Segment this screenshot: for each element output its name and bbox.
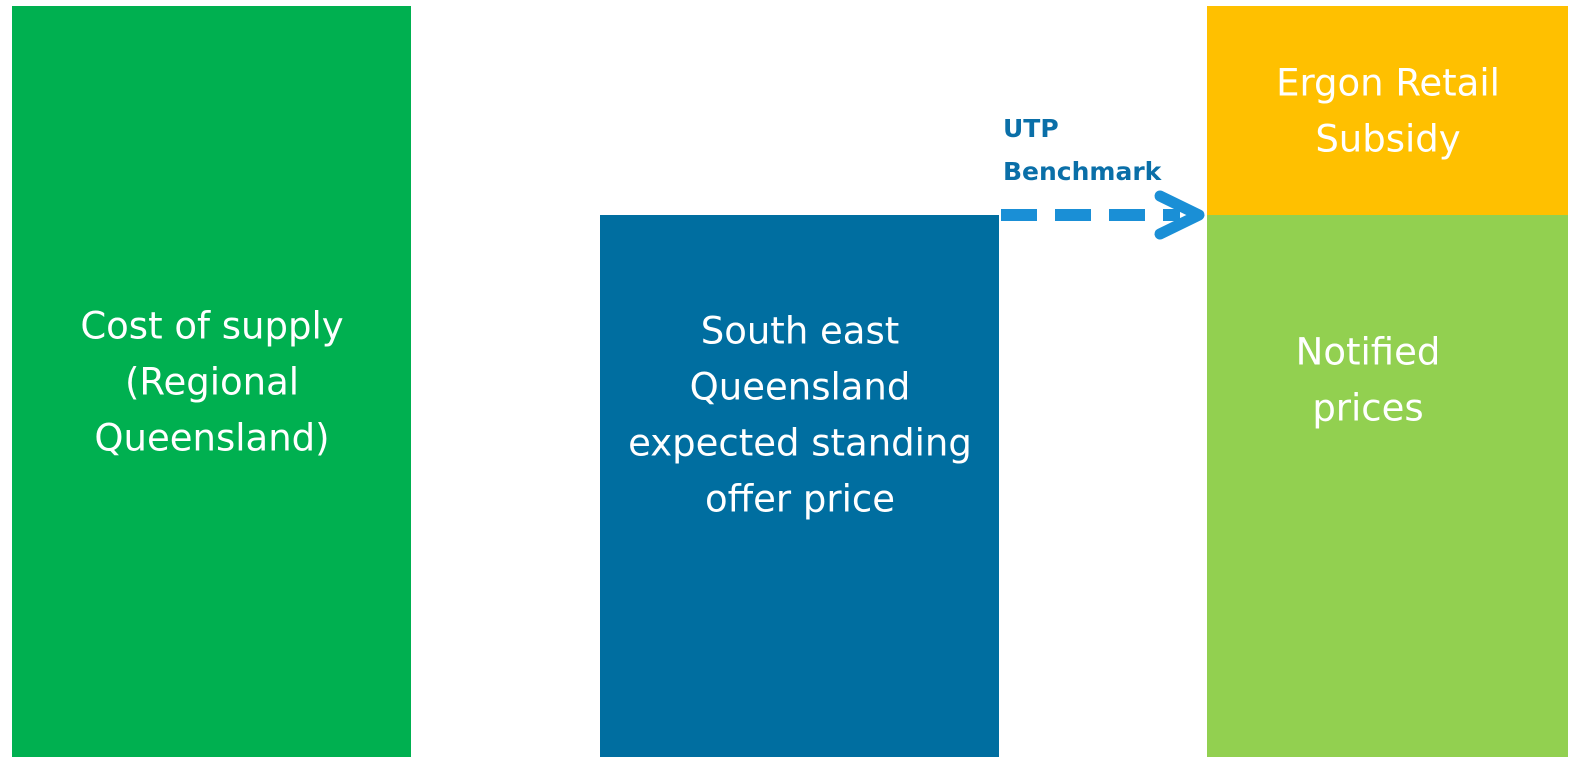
arrow-label: Benchmark — [1003, 157, 1163, 186]
subsidy-block — [1207, 6, 1568, 215]
block-text: Queensland — [690, 366, 911, 409]
block-text: Queensland) — [94, 417, 329, 460]
block-text: Notified — [1296, 331, 1441, 374]
arrow-head — [1154, 190, 1205, 240]
block-text: (Regional — [125, 361, 299, 404]
cost-block — [12, 6, 411, 757]
block-text: offer price — [705, 478, 895, 521]
block-text: Ergon Retail — [1276, 62, 1500, 105]
seq-block — [600, 215, 999, 757]
notified-block — [1207, 215, 1568, 757]
block-text: Cost of supply — [80, 305, 343, 348]
block-text: prices — [1312, 387, 1423, 430]
block-text: Subsidy — [1315, 118, 1460, 161]
arrow-label: UTP — [1003, 114, 1059, 143]
block-text: expected standing — [628, 422, 972, 465]
block-text: South east — [701, 310, 900, 353]
